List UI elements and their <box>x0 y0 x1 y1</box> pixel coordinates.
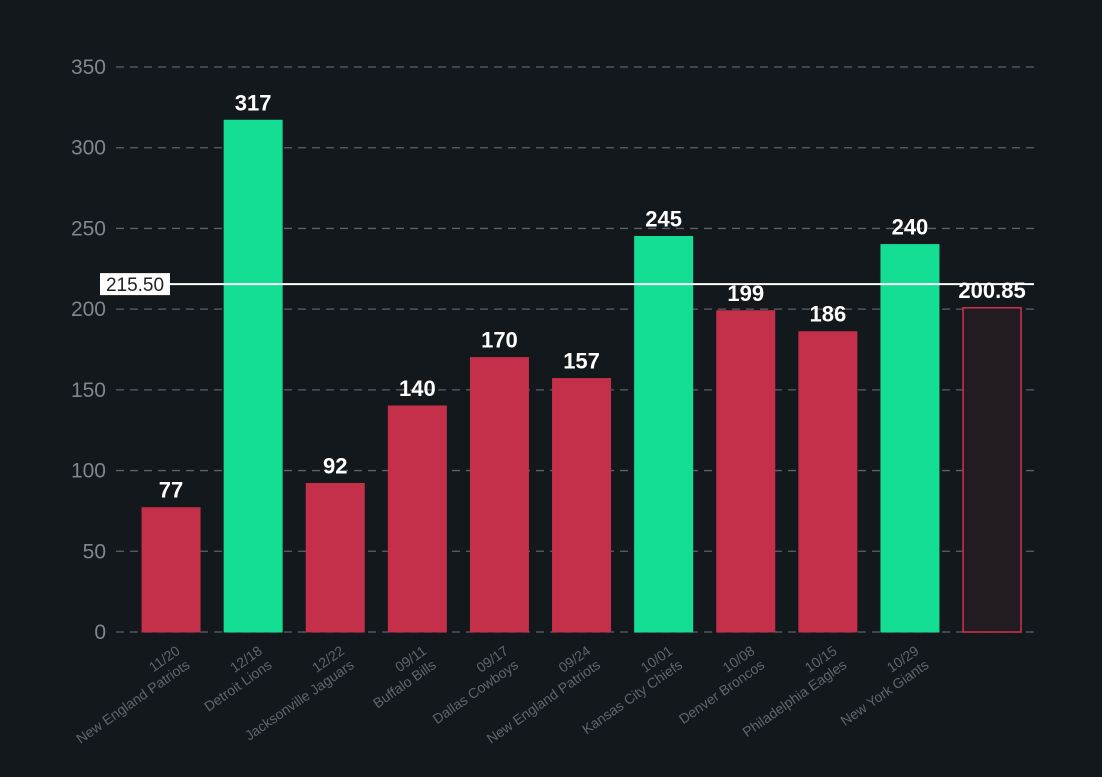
bars <box>141 119 1022 633</box>
reference-line-tag <box>100 273 170 296</box>
bar-value-label: 170 <box>481 328 518 353</box>
bar-value-label: 157 <box>563 349 600 374</box>
y-tick-label: 100 <box>71 460 106 483</box>
bar-value-label: 186 <box>809 302 846 327</box>
bar <box>798 331 858 633</box>
y-tick-label: 50 <box>83 540 106 563</box>
bar <box>716 310 776 633</box>
reference-line-group: 215.50 <box>100 273 1034 296</box>
reference-line-label: 215.50 <box>106 275 164 296</box>
y-axis-ticks: 0 50 100 150 200 250 300 350 <box>71 56 106 644</box>
y-tick-label: 350 <box>71 56 106 79</box>
projection-bar <box>962 306 1022 633</box>
bar <box>634 236 694 633</box>
x-tick-team: New England Patriots <box>73 656 192 746</box>
bar <box>305 482 365 633</box>
y-tick-label: 300 <box>71 137 106 160</box>
bar-value-label: 77 <box>159 478 183 503</box>
bar <box>141 507 201 633</box>
x-tick-team: New York Giants <box>837 656 931 728</box>
bar <box>387 405 447 633</box>
bar-value-label: 240 <box>892 215 929 240</box>
bar <box>469 357 529 633</box>
bar-value-label: 140 <box>399 376 436 401</box>
bar <box>552 378 612 633</box>
bar <box>223 119 283 633</box>
bar-value-label: 92 <box>323 453 347 478</box>
bar <box>880 244 940 633</box>
bar-value-label: 245 <box>645 207 682 232</box>
y-tick-label: 0 <box>94 621 106 644</box>
y-tick-label: 150 <box>71 379 106 402</box>
projection-value-label: 200.85 <box>958 278 1025 303</box>
y-tick-label: 250 <box>71 217 106 240</box>
y-tick-label: 200 <box>71 298 106 321</box>
bar-value-label: 317 <box>235 90 272 115</box>
